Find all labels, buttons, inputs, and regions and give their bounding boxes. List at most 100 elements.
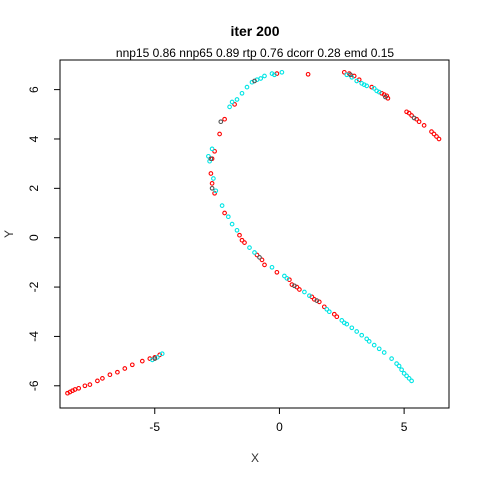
data-point-cyan	[396, 363, 402, 369]
data-point-dark	[252, 78, 257, 84]
data-point-cyan	[213, 188, 219, 194]
data-point-cyan	[227, 104, 232, 110]
data-point-dark	[208, 156, 214, 162]
data-point-cyan	[326, 309, 332, 315]
data-point-cyan	[376, 89, 382, 95]
data-point-cyan	[229, 99, 235, 105]
data-point-red	[431, 131, 437, 137]
data-point-cyan	[282, 273, 287, 279]
data-point-dark	[292, 283, 297, 289]
data-point-red	[274, 269, 280, 275]
data-point-cyan	[399, 367, 404, 373]
data-point-cyan	[211, 176, 216, 181]
data-point-cyan	[302, 289, 307, 295]
y-tick-label: 2	[27, 185, 41, 192]
data-point-red	[341, 69, 347, 75]
data-point-cyan	[389, 356, 394, 361]
data-point-cyan	[262, 73, 267, 79]
data-point-cyan	[339, 318, 345, 323]
data-point-red	[237, 232, 242, 238]
axis-ticks: -5 0 5 -6 -4 -2 0 2 4 6	[27, 86, 408, 434]
data-point-cyan	[225, 214, 231, 220]
data-point-dark	[383, 94, 388, 100]
data-point-red	[122, 366, 128, 371]
data-point-cyan	[279, 69, 285, 75]
data-point-red	[239, 237, 245, 243]
x-axis-label: X	[251, 451, 259, 465]
y-tick-label: -2	[27, 281, 41, 292]
y-tick-label: -4	[27, 331, 41, 342]
data-point-red	[416, 119, 422, 125]
data-point-cyan	[234, 97, 240, 102]
chart-title: iter 200	[230, 23, 279, 39]
data-point-cyan	[401, 371, 407, 376]
data-point-cyan	[229, 221, 235, 227]
y-tick-label: 4	[27, 135, 41, 142]
data-point-cyan	[354, 329, 360, 334]
data-point-red	[129, 362, 135, 368]
data-point-cyan	[307, 293, 312, 299]
data-point-cyan	[244, 84, 250, 90]
data-point-red	[208, 171, 214, 176]
data-point-red	[107, 372, 113, 378]
data-point-red	[82, 383, 88, 389]
data-point-cyan	[371, 86, 377, 91]
data-points	[65, 69, 442, 396]
data-point-red	[305, 71, 311, 77]
data-point-cyan	[159, 351, 165, 357]
data-point-cyan	[364, 83, 370, 89]
data-point-red	[87, 382, 93, 387]
data-point-red	[222, 210, 227, 216]
y-tick-label: 6	[27, 86, 41, 93]
data-point-red	[321, 304, 327, 310]
data-point-red	[217, 131, 222, 137]
data-point-red	[72, 387, 78, 392]
data-point-cyan	[252, 250, 257, 255]
y-axis-label: Y	[2, 230, 16, 238]
data-point-cyan	[406, 376, 412, 381]
x-tick-label: 0	[276, 420, 283, 434]
data-point-cyan	[364, 336, 370, 342]
data-point-cyan	[381, 350, 387, 355]
data-point-red	[95, 378, 100, 384]
data-point-red	[115, 369, 120, 375]
data-point-cyan	[247, 245, 252, 250]
data-point-cyan	[258, 76, 264, 81]
data-point-cyan	[394, 361, 399, 366]
data-point-dark	[411, 115, 417, 121]
data-point-dark	[314, 298, 320, 303]
data-point-red	[139, 358, 145, 364]
data-point-cyan	[269, 264, 275, 270]
data-point-red	[212, 148, 217, 154]
data-point-cyan	[359, 332, 365, 338]
data-point-red	[76, 385, 82, 391]
data-point-red	[254, 252, 260, 258]
data-point-cyan	[284, 276, 290, 281]
data-point-cyan	[209, 146, 215, 152]
data-point-red	[409, 113, 414, 118]
data-point-cyan	[366, 339, 372, 344]
data-point-dark	[152, 356, 158, 361]
data-point-red	[209, 181, 215, 186]
data-point-red	[406, 110, 412, 116]
data-point-cyan	[376, 346, 382, 352]
data-point-red	[222, 116, 227, 122]
data-point-cyan	[344, 72, 350, 78]
data-point-cyan	[234, 227, 240, 233]
data-point-red	[429, 129, 434, 134]
chart-subtitle: nnp15 0.86 nnp65 0.89 rtp 0.76 dcorr 0.2…	[116, 46, 395, 60]
data-point-cyan	[404, 373, 409, 379]
data-point-red	[421, 123, 427, 128]
data-point-red	[434, 134, 439, 139]
data-point-cyan	[239, 90, 245, 96]
data-point-red	[297, 287, 302, 292]
data-point-red	[100, 376, 105, 381]
data-point-red	[262, 262, 267, 268]
data-point-dark	[348, 72, 353, 78]
data-point-dark	[218, 119, 224, 125]
data-point-cyan	[371, 342, 377, 348]
data-point-dark	[257, 255, 262, 260]
data-point-red	[334, 314, 340, 320]
y-tick-label: 0	[27, 234, 41, 241]
